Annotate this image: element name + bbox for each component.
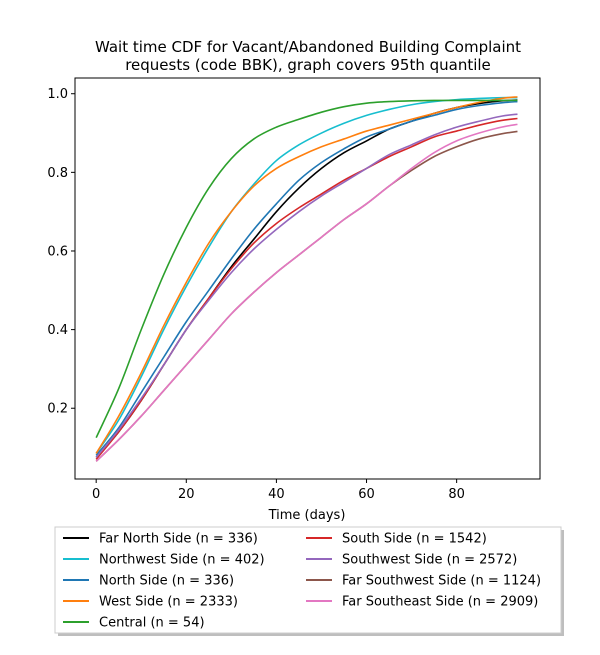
chart-title-line-2: requests (code BBK), graph covers 95th q…: [125, 56, 491, 74]
legend-label-0: Far North Side (n = 336): [99, 532, 258, 547]
legend-label-7: Far Southwest Side (n = 1124): [342, 574, 541, 589]
x-tick-label-0: 0: [92, 487, 100, 502]
x-axis-ticks: 0 20 40 60 80: [92, 479, 465, 502]
series-line-4: [95, 99, 518, 439]
chart-title-line-1: Wait time CDF for Vacant/Abandoned Build…: [95, 38, 521, 56]
y-tick-label-4: 1.0: [47, 87, 68, 102]
legend-label-2: North Side (n = 336): [99, 574, 234, 589]
x-axis-label: Time (days): [268, 508, 346, 523]
legend-item-3: West Side (n = 2333): [63, 595, 238, 610]
y-axis-ticks: 0.2 0.4 0.6 0.8 1.0: [47, 87, 75, 417]
legend-item-8: Far Southeast Side (n = 2909): [306, 595, 538, 610]
legend-item-5: South Side (n = 1542): [306, 532, 487, 547]
legend-item-0: Far North Side (n = 336): [63, 532, 258, 547]
series-line-6: [95, 113, 518, 458]
legend-label-1: Northwest Side (n = 402): [99, 553, 265, 568]
legend-label-5: South Side (n = 1542): [342, 532, 487, 547]
y-tick-label-0: 0.2: [47, 402, 68, 417]
legend-item-7: Far Southwest Side (n = 1124): [306, 574, 541, 589]
y-tick-label-2: 0.6: [47, 244, 68, 259]
series-line-3: [95, 96, 518, 454]
legend-item-6: Southwest Side (n = 2572): [306, 553, 517, 568]
plot-frame: [74, 77, 541, 480]
legend-label-8: Far Southeast Side (n = 2909): [342, 595, 538, 610]
x-tick-label-4: 80: [448, 487, 465, 502]
y-tick-label-3: 0.8: [47, 166, 68, 181]
legend-item-1: Northwest Side (n = 402): [63, 553, 265, 568]
y-tick-label-1: 0.4: [47, 323, 68, 338]
series-line-8: [95, 123, 518, 462]
legend: Far North Side (n = 336) Northwest Side (…: [54, 526, 564, 636]
legend-item-4: Central (n = 54): [63, 616, 205, 631]
x-tick-label-3: 60: [358, 487, 375, 502]
legend-item-2: North Side (n = 336): [63, 574, 234, 589]
legend-label-6: Southwest Side (n = 2572): [342, 553, 517, 568]
x-tick-label-2: 40: [268, 487, 285, 502]
legend-label-4: Central (n = 54): [99, 616, 205, 631]
legend-label-3: West Side (n = 2333): [99, 595, 238, 610]
series-line-2: [95, 100, 518, 456]
plot-lines: [95, 96, 518, 462]
x-tick-label-1: 20: [178, 487, 195, 502]
